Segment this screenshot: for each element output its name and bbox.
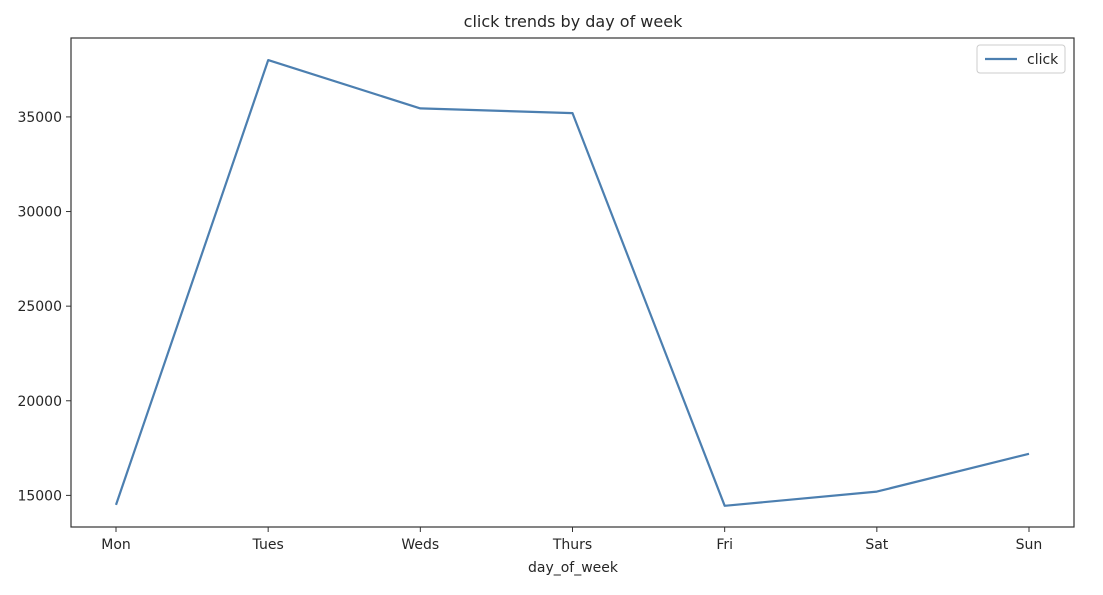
x-tick-label: Fri [716, 537, 733, 553]
x-tick-label: Tues [252, 537, 284, 553]
x-axis-title: day_of_week [528, 560, 619, 576]
x-tick-label: Weds [401, 537, 439, 553]
y-tick-label: 25000 [17, 299, 62, 315]
series-line-click [114, 58, 1030, 507]
x-axis: Mon Tues Weds Thurs Fri Sat Sun [101, 527, 1042, 553]
y-tick-label: 35000 [17, 110, 62, 126]
plot-frame [70, 37, 1075, 528]
legend-frame [976, 44, 1066, 74]
x-tick-label: Sun [1016, 537, 1043, 553]
x-tick-label: Sat [865, 537, 888, 553]
legend: click [976, 44, 1066, 74]
x-tick-label: Mon [101, 537, 131, 553]
legend-label-click: click [1027, 52, 1059, 68]
y-tick-label: 15000 [17, 488, 62, 504]
y-tick-label: 30000 [17, 205, 62, 221]
x-tick-label: Thurs [552, 537, 592, 553]
chart-title: click trends by day of week [464, 12, 683, 31]
y-axis: 15000 20000 25000 30000 35000 [17, 110, 71, 504]
series-layer [114, 58, 1030, 507]
y-tick-label: 20000 [17, 394, 62, 410]
